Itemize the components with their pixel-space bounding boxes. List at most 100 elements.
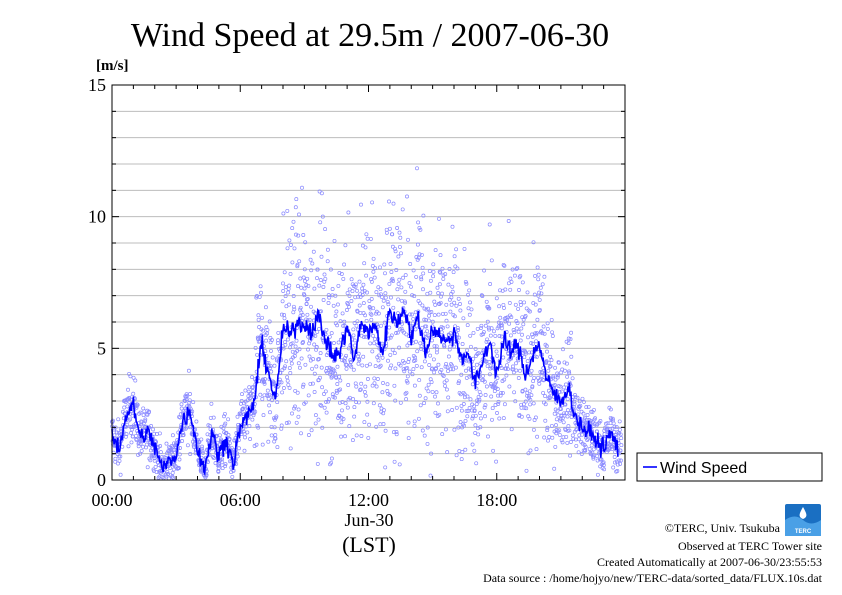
scatter-point [439, 330, 444, 335]
scatter-point [437, 412, 442, 417]
scatter-point [553, 365, 558, 370]
scatter-point [564, 434, 569, 439]
scatter-point [536, 277, 541, 282]
scatter-point [569, 330, 574, 335]
scatter-point [612, 430, 617, 434]
scatter-point [390, 232, 395, 237]
scatter-point [298, 276, 303, 281]
scatter-point [586, 436, 590, 441]
scatter-point [554, 417, 559, 422]
scatter-point [337, 413, 341, 418]
x-tick-label: 06:00 [220, 490, 261, 510]
scatter-point [599, 457, 604, 462]
scatter-point [322, 405, 327, 410]
scatter-point [312, 390, 317, 394]
scatter-point [467, 374, 472, 379]
scatter-point [608, 426, 613, 431]
scatter-point [406, 420, 411, 425]
scatter-point [527, 416, 532, 421]
scatter-point [320, 425, 325, 430]
scatter-point [535, 265, 540, 270]
scatter-point [269, 433, 274, 438]
scatter-points [110, 166, 624, 481]
scatter-point [480, 294, 485, 298]
scatter-point [265, 331, 269, 336]
scatter-point [360, 363, 365, 368]
scatter-point [388, 335, 393, 340]
scatter-point [443, 272, 448, 277]
scatter-point [550, 435, 555, 440]
scatter-point [449, 302, 454, 307]
scatter-point [405, 366, 410, 371]
scatter-point [427, 310, 432, 315]
scatter-point [515, 321, 520, 326]
scatter-point [270, 355, 275, 360]
scatter-point [296, 407, 301, 412]
scatter-point [487, 360, 492, 364]
scatter-point [382, 320, 387, 325]
scatter-point [243, 388, 248, 393]
credit-observed: Observed at TERC Tower site [678, 539, 822, 553]
scatter-point [281, 281, 285, 286]
scatter-point [404, 397, 409, 402]
y-tick-label: 5 [97, 338, 106, 358]
scatter-point [276, 330, 281, 335]
scatter-point [352, 338, 357, 343]
scatter-point [199, 437, 204, 442]
scatter-point [356, 400, 361, 405]
scatter-point [496, 402, 501, 406]
scatter-point [395, 226, 400, 230]
scatter-point [347, 395, 352, 400]
scatter-point [185, 443, 190, 448]
scatter-point [556, 360, 561, 365]
scatter-point [400, 207, 405, 212]
scatter-point [429, 380, 434, 385]
scatter-point [463, 447, 468, 452]
scatter-point [545, 349, 549, 354]
scatter-point [441, 373, 446, 378]
scatter-point [354, 433, 359, 438]
scatter-point [315, 461, 320, 466]
scatter-point [524, 306, 529, 311]
scatter-point [566, 424, 571, 429]
scatter-point [484, 299, 489, 304]
scatter-point [477, 397, 482, 402]
scatter-point [281, 346, 286, 351]
scatter-point [288, 271, 293, 276]
scatter-point [187, 401, 192, 405]
scatter-point [592, 407, 596, 412]
scatter-point [490, 417, 494, 422]
scatter-point [546, 360, 551, 365]
scatter-point [304, 301, 309, 306]
scatter-point [456, 425, 461, 430]
scatter-point [138, 451, 142, 456]
scatter-point [308, 257, 313, 262]
scatter-point [430, 319, 435, 324]
scatter-point [475, 426, 480, 431]
scatter-point [444, 302, 449, 307]
scatter-point [222, 411, 227, 416]
scatter-point [360, 289, 365, 294]
scatter-point [381, 381, 385, 385]
scatter-point [285, 208, 290, 213]
scatter-point [319, 403, 324, 408]
scatter-point [328, 267, 333, 272]
scatter-point [396, 297, 401, 302]
scatter-point [501, 262, 506, 267]
scatter-point [403, 391, 408, 396]
scatter-point [283, 342, 288, 347]
scatter-point [482, 405, 487, 410]
scatter-point [482, 379, 487, 384]
scatter-point [365, 290, 369, 295]
scatter-point [286, 286, 291, 291]
scatter-point [595, 429, 599, 434]
scatter-point [425, 441, 430, 446]
scatter-point [284, 421, 289, 425]
scatter-point [349, 364, 354, 369]
scatter-point [410, 293, 415, 298]
scatter-point [126, 387, 130, 392]
scatter-point [453, 324, 458, 329]
scatter-point [426, 382, 431, 387]
scatter-point [371, 269, 376, 274]
scatter-point [414, 363, 419, 368]
